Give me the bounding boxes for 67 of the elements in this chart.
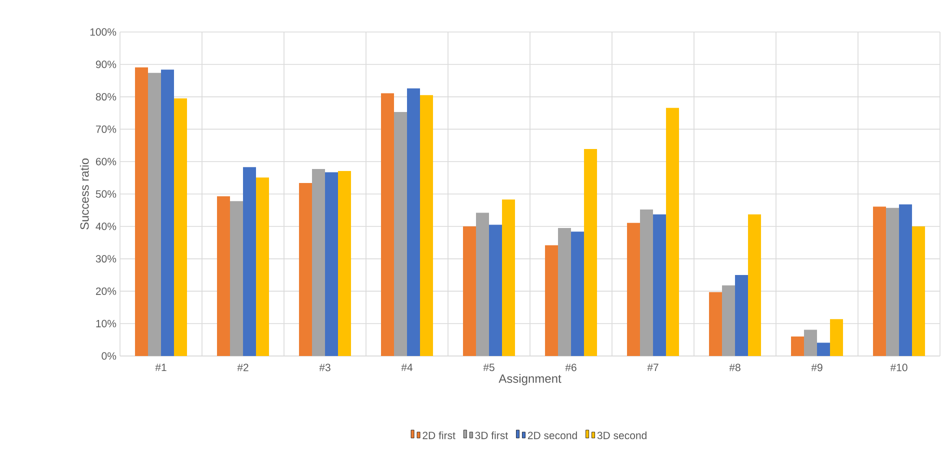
legend-label: 2D second <box>528 431 577 440</box>
bar <box>873 206 886 356</box>
bar <box>709 292 722 356</box>
x-tick-label: #4 <box>401 364 413 371</box>
bar <box>666 108 680 356</box>
bar <box>545 245 558 356</box>
bar <box>312 169 326 356</box>
legend-label: 3D second <box>597 431 646 440</box>
y-tick-label: 60% <box>96 158 116 166</box>
bar <box>627 222 640 356</box>
bar <box>791 336 804 356</box>
x-tick-label: #1 <box>155 364 166 371</box>
bar <box>476 212 490 356</box>
x-tick-label: #6 <box>565 364 576 372</box>
bar <box>135 67 148 356</box>
bar <box>463 226 476 356</box>
x-tick-label: #2 <box>237 364 248 372</box>
y-tick-label: 0% <box>102 352 116 360</box>
bar <box>381 93 394 356</box>
bar <box>502 200 516 356</box>
legend-label: 2D first <box>422 431 456 440</box>
bar <box>325 172 338 356</box>
bar <box>571 232 584 356</box>
bar <box>217 196 230 356</box>
bar <box>830 319 844 356</box>
bar <box>148 72 161 356</box>
bar <box>394 112 408 356</box>
bar <box>722 285 736 356</box>
bar <box>899 204 912 356</box>
bar <box>338 170 352 356</box>
x-axis-title: Assignment <box>498 374 562 386</box>
y-tick-label: 20% <box>96 287 116 295</box>
bar <box>558 228 572 356</box>
bar <box>640 210 654 356</box>
bar <box>174 98 187 356</box>
y-tick-label: 10% <box>96 320 116 328</box>
bar <box>256 177 270 356</box>
bar <box>912 226 926 356</box>
bar <box>748 214 762 356</box>
bar <box>161 70 174 356</box>
y-axis-title: Success ratio <box>80 158 89 230</box>
x-tick-label: #10 <box>890 364 908 372</box>
y-tick-label: 30% <box>96 255 116 263</box>
y-tick-label: 70% <box>96 125 116 133</box>
bar <box>804 330 818 356</box>
x-tick-label: #7 <box>647 364 658 371</box>
bar <box>584 148 598 356</box>
bar <box>230 201 244 356</box>
y-tick-label: 80% <box>96 93 116 101</box>
x-tick-label: #5 <box>483 364 494 372</box>
legend-label: 3D first <box>475 431 508 440</box>
bar <box>886 208 900 356</box>
bar <box>243 167 256 356</box>
y-tick-label: 100% <box>90 28 116 36</box>
x-tick-label: #9 <box>811 364 822 372</box>
bar <box>489 224 502 356</box>
bar <box>817 342 830 356</box>
y-tick-label: 90% <box>96 60 116 68</box>
bar <box>420 95 434 356</box>
bar <box>735 275 748 356</box>
y-tick-label: 50% <box>96 190 116 198</box>
y-tick-label: 40% <box>96 222 116 230</box>
bar <box>407 88 420 356</box>
bar <box>653 214 666 356</box>
x-tick-label: #3 <box>319 364 330 372</box>
bar <box>299 182 312 356</box>
x-tick-label: #8 <box>729 364 740 372</box>
